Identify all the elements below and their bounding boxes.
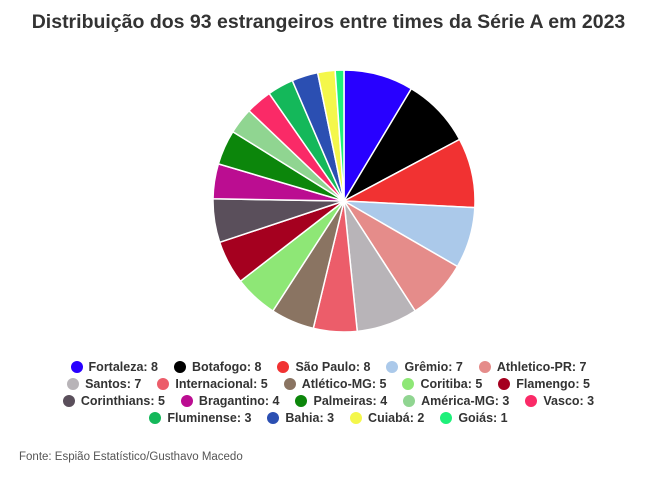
legend-item-10[interactable]: Corinthians: 5 [62,393,165,408]
legend-swatch [70,360,83,373]
legend-swatch [67,377,80,390]
legend-swatch [350,411,363,424]
legend-swatch [498,377,511,390]
legend-label: Atlético-MG: 5 [301,376,387,391]
legend-label: Flamengo: 5 [516,376,590,391]
legend-item-13[interactable]: América-MG: 3 [403,394,509,408]
legend-item-2[interactable]: São Paulo: 8 [277,360,370,374]
legend-swatch [440,411,453,424]
legend-item-5[interactable]: Santos: 7 [67,377,141,391]
legend-swatch [478,360,491,373]
legend-swatch [277,360,290,373]
legend-item-9[interactable]: Flamengo: 5 [498,377,590,391]
chart-title: Distribuição dos 93 estrangeiros entre t… [31,11,626,33]
legend-swatch [386,360,399,373]
legend-item-18[interactable]: Goiás: 1 [440,410,508,425]
legend-item-12[interactable]: Palmeiras: 4 [295,394,387,408]
legend-item-11[interactable]: Bragantino: 4 [180,393,280,408]
legend-item-14[interactable]: Vasco: 3 [525,394,594,408]
legend-swatch [525,394,538,407]
pie-chart [212,69,476,333]
legend-item-4[interactable]: Athletico-PR: 7 [478,359,587,374]
legend-row: Corinthians: 5 Bragantino: 4 Palmeiras: 4 A… [0,392,657,409]
legend-label: Athletico-PR: 7 [496,359,587,374]
legend-label: Botafogo: 8 [192,359,262,374]
legend-label: América-MG: 3 [421,393,510,408]
legend-label: Fortaleza: 8 [88,359,159,374]
legend-label: Corinthians: 5 [80,393,165,408]
legend-swatch [174,360,187,373]
legend-swatch [295,394,308,407]
legend-item-0[interactable]: Fortaleza: 8 [70,359,159,374]
legend-label: Cuiabá: 2 [368,410,425,425]
legend-item-7[interactable]: Atlético-MG: 5 [283,376,387,391]
legend-row: Fortaleza: 8 Botafogo: 8 São Paulo: 8 Grêmi… [0,358,657,375]
legend-label: Palmeiras: 4 [313,393,388,408]
legend-label: Bragantino: 4 [198,393,280,408]
legend-swatch [180,394,193,407]
legend-label: Goiás: 1 [458,410,508,425]
legend-label: Bahia: 3 [285,410,335,425]
source-note: Fonte: Espião Estatístico/Gusthavo Maced… [19,451,243,463]
legend-swatch [403,394,416,407]
legend-label: Internacional: 5 [175,376,268,391]
legend-label: Santos: 7 [85,376,142,391]
legend-swatch [62,394,75,407]
pie-slice-18[interactable] [334,69,345,202]
legend-item-1[interactable]: Botafogo: 8 [174,360,261,374]
legend-swatch [267,411,280,424]
legend-item-8[interactable]: Coritiba: 5 [402,377,482,391]
legend-row: Santos: 7 Internacional: 5 Atlético-MG: 5 C… [0,375,657,392]
legend-swatch [149,411,162,424]
legend-label: São Paulo: 8 [295,359,371,374]
legend-item-6[interactable]: Internacional: 5 [157,376,268,391]
legend-item-3[interactable]: Grêmio: 7 [386,359,463,374]
legend-item-17[interactable]: Cuiabá: 2 [350,411,424,425]
legend-label: Vasco: 3 [543,393,595,408]
legend-row: Fluminense: 3 Bahia: 3 Cuiabá: 2 Goiás: 1 [0,409,657,426]
legend-swatch [283,377,296,390]
legend-label: Grêmio: 7 [404,359,463,374]
legend-label: Coritiba: 5 [420,376,483,391]
legend-item-15[interactable]: Fluminense: 3 [149,411,251,425]
legend-swatch [157,377,170,390]
legend: Fortaleza: 8 Botafogo: 8 São Paulo: 8 Grêmi… [0,358,657,426]
legend-item-16[interactable]: Bahia: 3 [267,411,334,425]
legend-label: Fluminense: 3 [167,410,252,425]
legend-swatch [402,377,415,390]
